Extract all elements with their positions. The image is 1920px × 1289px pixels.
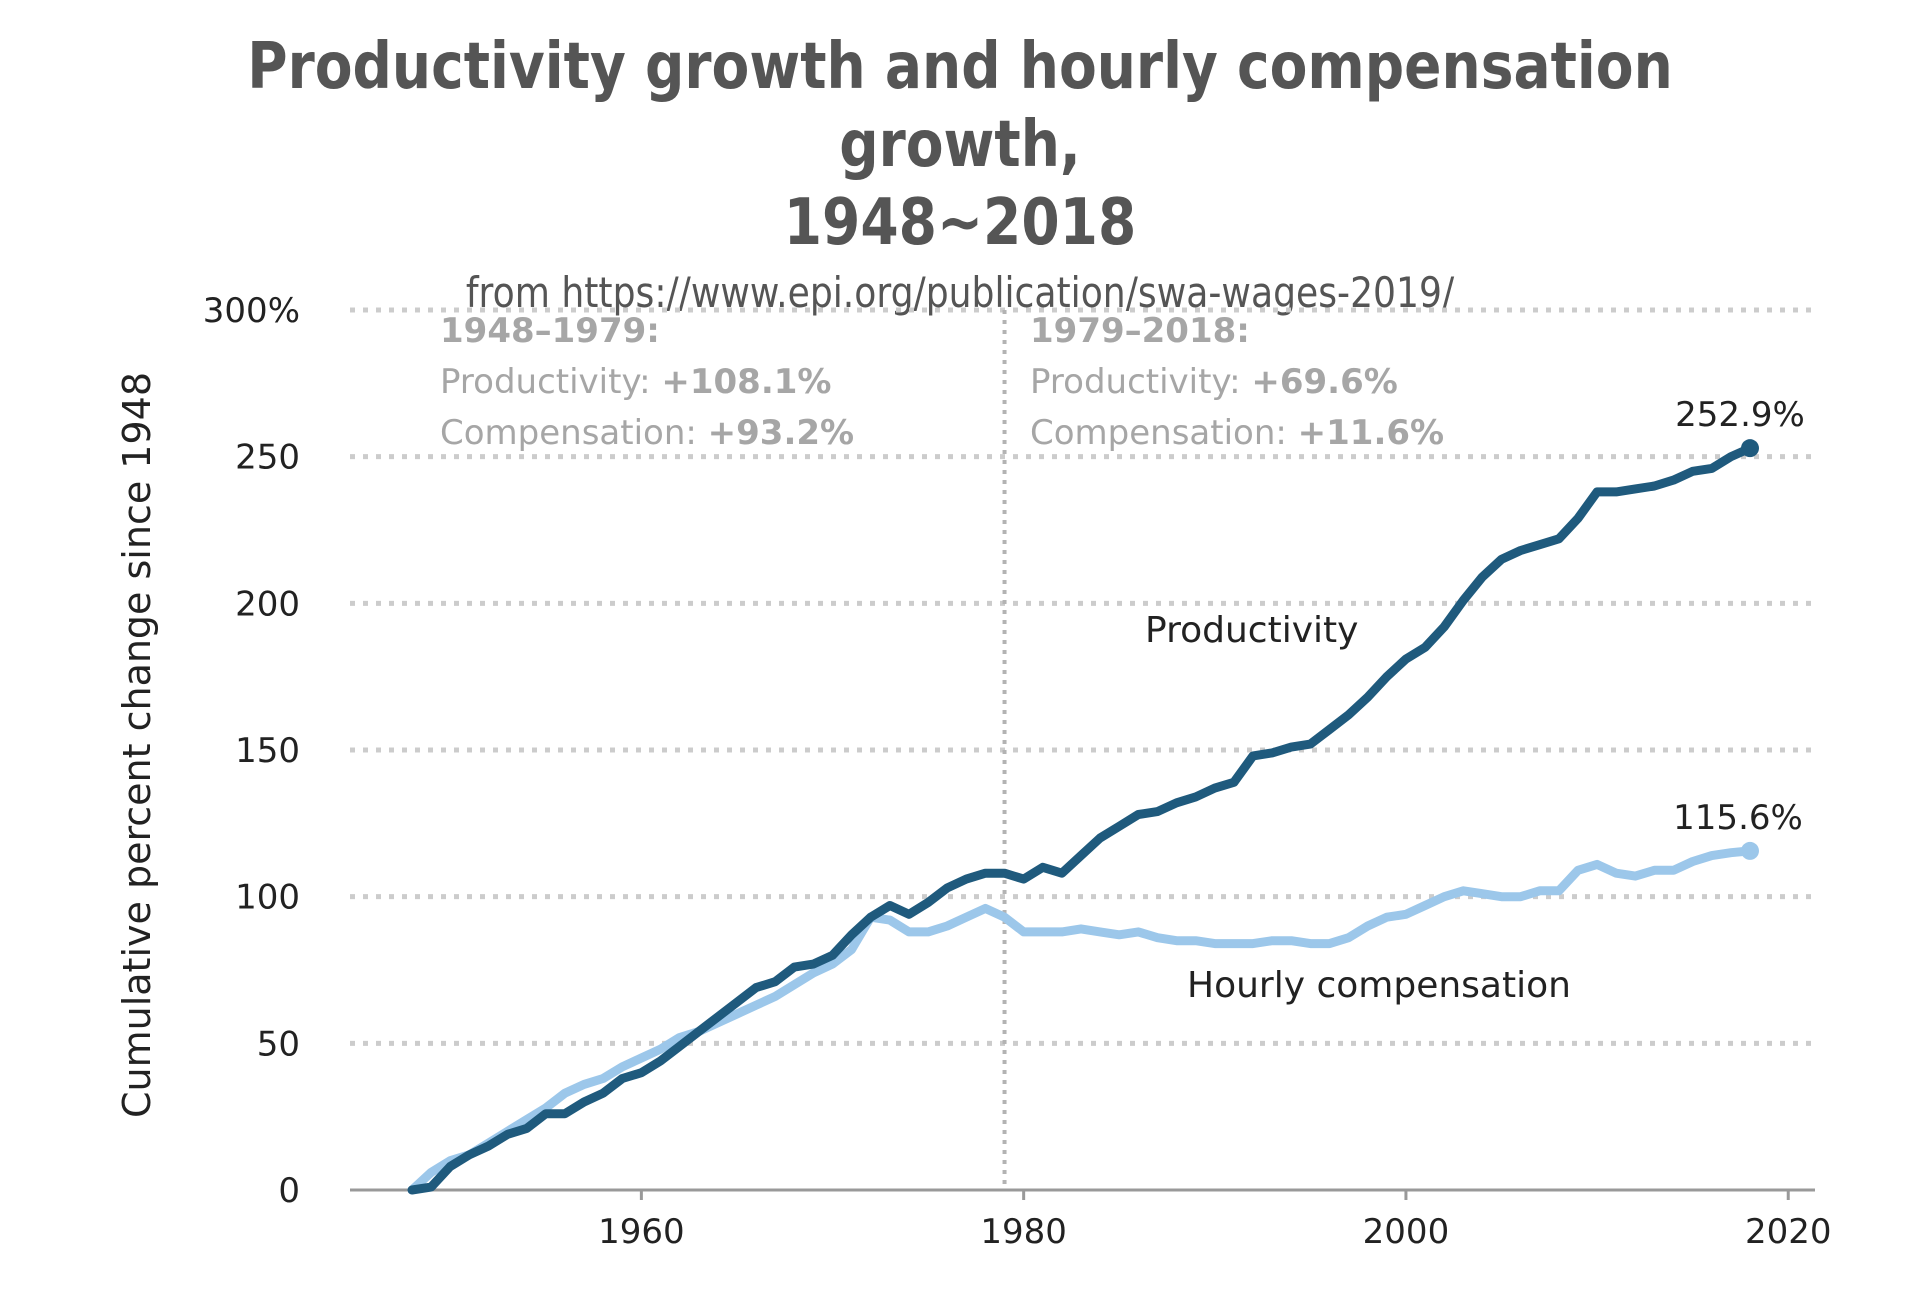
x-axis: 1960 1980 2000 2020 (350, 1188, 1832, 1252)
y-tick-label-250: 250 (235, 438, 300, 478)
y-tick-label-0: 0 (278, 1171, 300, 1211)
annotation-left-heading: 1948–1979: (440, 311, 660, 351)
annotation-right-compensation: Compensation: +11.6% (1030, 413, 1444, 453)
x-tick-label-2020: 2020 (1745, 1212, 1832, 1252)
gridlines (350, 307, 1815, 1046)
annotation-left-compensation: Compensation: +93.2% (440, 413, 854, 453)
annotation-right-productivity: Productivity: +69.6% (1030, 362, 1398, 402)
annotation-right-productivity-value: +69.6% (1251, 362, 1397, 402)
chart-title-line-1: Productivity growth and hourly compensat… (247, 30, 1673, 182)
y-axis-ticks: 0 50 100 150 200 250 300% (203, 291, 300, 1211)
productivity-series-label: Productivity (1145, 610, 1358, 651)
productivity-end-point (1741, 439, 1759, 458)
compensation-end-point (1741, 841, 1759, 860)
series-lines (407, 439, 1759, 1195)
chart-title-line-2: 1948~2018 (783, 186, 1137, 260)
annotation-right-productivity-label: Productivity: (1030, 362, 1251, 402)
compensation-end-value-label: 115.6% (1673, 798, 1803, 838)
y-tick-label-300: 300% (203, 291, 300, 331)
annotation-right-heading: 1979–2018: (1030, 311, 1250, 351)
annotation-1979-2018: 1979–2018: Productivity: +69.6% Compensa… (1030, 311, 1444, 453)
x-tick-label-1980: 1980 (980, 1212, 1067, 1252)
compensation-series-label: Hourly compensation (1187, 965, 1571, 1006)
y-axis-label: Cumulative percent change since 1948 (115, 372, 159, 1118)
annotation-right-compensation-value: +11.6% (1298, 413, 1444, 453)
compensation-line (407, 846, 1755, 1195)
productivity-line (407, 443, 1755, 1195)
annotation-left-productivity: Productivity: +108.1% (440, 362, 831, 402)
annotation-left-productivity-value: +108.1% (661, 362, 831, 402)
annotation-right-compensation-label: Compensation: (1030, 413, 1298, 453)
annotation-left-compensation-label: Compensation: (440, 413, 708, 453)
annotation-left-compensation-value: +93.2% (708, 413, 854, 453)
annotation-left-productivity-label: Productivity: (440, 362, 661, 402)
y-tick-label-150: 150 (235, 731, 300, 771)
y-tick-label-50: 50 (257, 1024, 300, 1064)
x-tick-label-2000: 2000 (1363, 1212, 1450, 1252)
title-block: Productivity growth and hourly compensat… (0, 28, 1920, 317)
y-tick-label-200: 200 (235, 584, 300, 624)
productivity-end-value-label: 252.9% (1675, 395, 1805, 435)
x-tick-label-1960: 1960 (598, 1212, 685, 1252)
y-tick-label-100: 100 (235, 878, 300, 918)
annotation-1948-1979: 1948–1979: Productivity: +108.1% Compens… (440, 311, 854, 453)
